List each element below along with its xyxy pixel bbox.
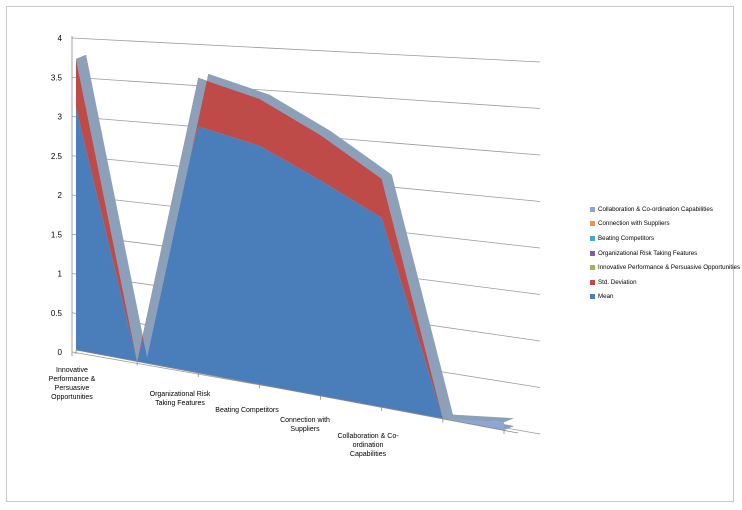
legend-swatch <box>590 206 595 212</box>
legend-item: Organizational Risk Taking Features <box>590 246 740 261</box>
area-series <box>76 54 514 431</box>
y-tick-label: 2.5 <box>51 152 63 161</box>
legend-item: Std. Deviation <box>590 275 740 290</box>
legend-item: Innovative Performance & Persuasive Oppo… <box>590 260 740 275</box>
y-tick-label: 1 <box>58 270 63 279</box>
y-tick-label: 0.5 <box>51 309 63 318</box>
legend-label: Organizational Risk Taking Features <box>598 249 698 257</box>
x-tick-label: Collaboration & Co-ordination Capabilitie… <box>337 433 399 458</box>
axes <box>71 36 519 434</box>
legend: Collaboration & Co-ordination Capabiliti… <box>590 202 740 304</box>
y-tick-label: 1.5 <box>51 230 63 239</box>
legend-swatch <box>590 265 595 271</box>
chart-frame <box>6 6 734 502</box>
legend-label: Innovative Performance & Persuasive Oppo… <box>598 264 741 272</box>
legend-label: Std. Deviation <box>598 278 637 286</box>
axis-labels: 0 0.5 1 1.5 2 2.5 3 3.5 4 Innovative Performance &… <box>49 34 400 458</box>
legend-swatch <box>590 250 595 256</box>
x-tick-label: Organizational Risk Taking Features <box>150 391 211 407</box>
legend-item: Mean <box>590 290 740 305</box>
legend-item: Connection with Suppliers <box>590 217 740 232</box>
legend-swatch <box>590 235 595 241</box>
y-tick-label: 4 <box>58 34 63 43</box>
legend-label: Mean <box>598 293 614 301</box>
legend-swatch <box>590 221 595 227</box>
legend-label: Collaboration & Co-ordination Capabiliti… <box>598 205 713 213</box>
area-depth-collaboration-co-ordination-capabilities <box>76 54 514 423</box>
x-tick-label: Beating Competitors <box>215 407 279 414</box>
x-axis-line <box>75 349 519 434</box>
legend-item: Collaboration & Co-ordination Capabiliti… <box>590 202 740 217</box>
y-tick-label: 3 <box>58 113 63 122</box>
legend-item: Beating Competitors <box>590 231 740 246</box>
legend-swatch <box>590 294 595 300</box>
y-tick-label: 0 <box>58 348 63 357</box>
y-tick-label: 2 <box>58 191 63 200</box>
x-tick-label: Connection with Suppliers <box>280 417 330 433</box>
legend-label: Connection with Suppliers <box>598 220 670 228</box>
gridline <box>71 76 541 109</box>
y-tick-label: 3.5 <box>51 73 63 82</box>
legend-label: Beating Competitors <box>598 234 655 242</box>
legend-swatch <box>590 279 595 285</box>
gridline <box>71 37 541 63</box>
x-tick-label: Innovative Performance & Persuasive Opportu… <box>49 367 96 401</box>
